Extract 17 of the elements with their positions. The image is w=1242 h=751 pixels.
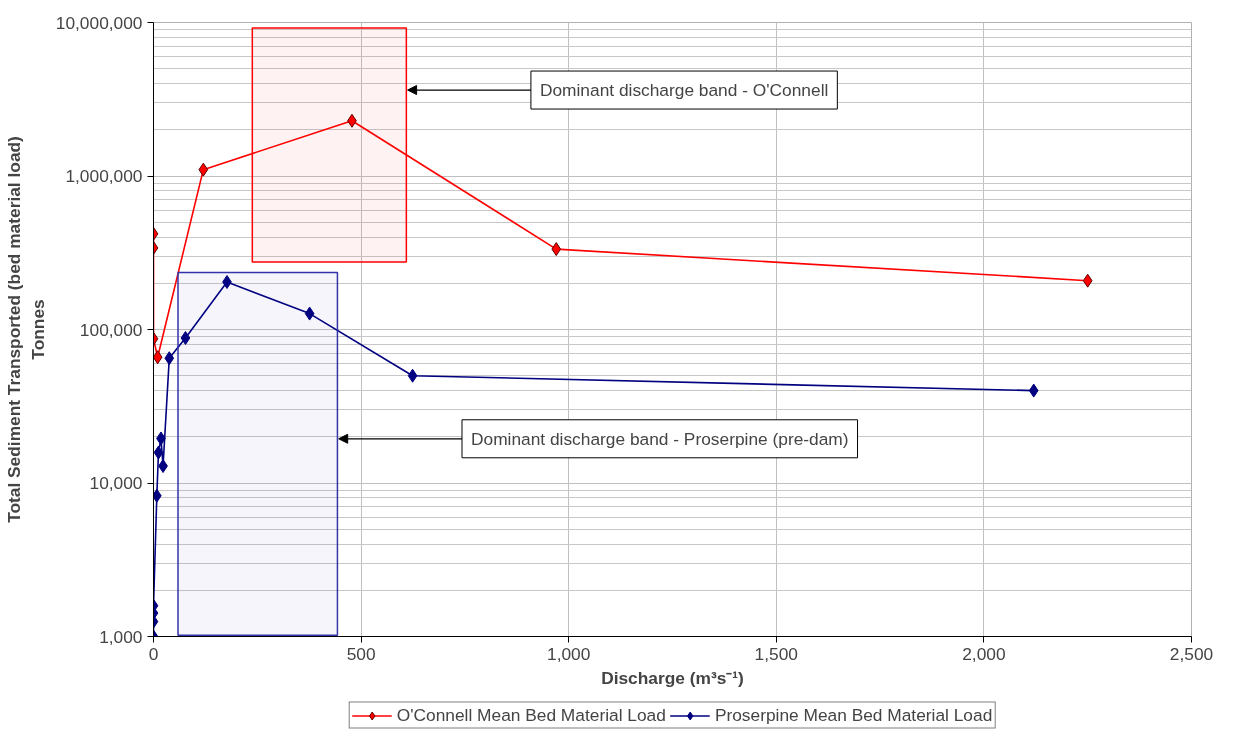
x-axis-title: Discharge (m³s⁻¹) <box>601 667 744 688</box>
x-tick-label: 1,000 <box>547 643 591 664</box>
x-tick-label: 0 <box>148 643 159 664</box>
x-tick-label: 1,500 <box>754 643 798 664</box>
x-tick-label: 500 <box>346 643 376 664</box>
y-tick-label: 1,000,000 <box>65 166 143 186</box>
band-label: Dominant discharge band - Proserpine (pre-dam) <box>470 428 849 449</box>
y-tick-label: 10,000,000 <box>55 12 143 33</box>
band-label: Dominant discharge band - O'Connell <box>539 80 829 101</box>
legend-label: Proserpine Mean Bed Material Load <box>714 704 993 726</box>
x-tick-label: 2,000 <box>962 643 1006 664</box>
legend-label: O'Connell Mean Bed Material Load <box>396 704 666 726</box>
y-tick-label: 10,000 <box>89 473 143 493</box>
y-tick-label: 1,000 <box>99 626 143 647</box>
x-tick-label: 2,500 <box>1169 643 1214 664</box>
y-tick-label: 100,000 <box>79 319 143 340</box>
y-axis-title: Total Sediment Transported (bed material load) Tonnes <box>3 136 48 523</box>
